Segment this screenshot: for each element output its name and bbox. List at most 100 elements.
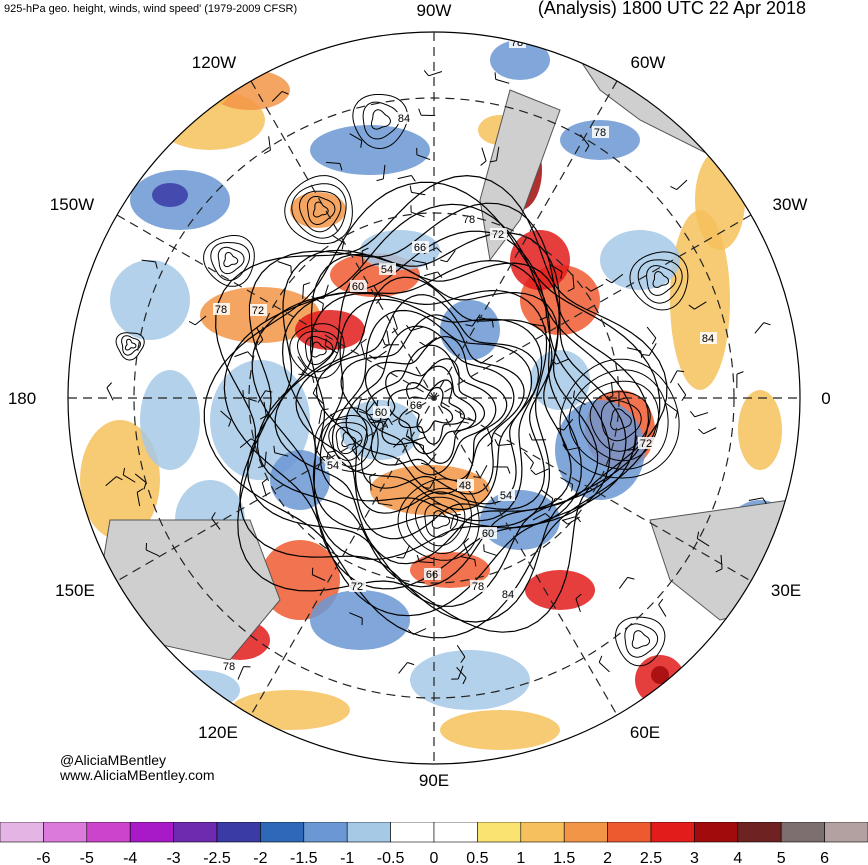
wind-barb — [324, 338, 338, 354]
anomaly-blob — [152, 183, 188, 207]
colorbar-tick-label: 2 — [603, 850, 612, 865]
wind-barb — [420, 453, 437, 466]
wind-barb — [358, 402, 375, 414]
height-contour — [381, 358, 486, 464]
wind-barb — [398, 662, 415, 674]
wind-barb — [361, 247, 369, 266]
contour-label: 84 — [502, 589, 514, 601]
anomaly-blob — [80, 420, 160, 540]
height-contour — [281, 259, 583, 561]
wind-barb — [642, 343, 657, 357]
contour-label: 84 — [702, 333, 714, 345]
wind-barb — [242, 390, 257, 402]
wind-barb — [369, 472, 377, 491]
credit-website: www.AliciaMBentley.com — [60, 767, 215, 783]
colorbar-box — [303, 822, 348, 843]
wind-barb — [134, 473, 147, 490]
colorbar-tick-label: -3 — [166, 850, 180, 865]
wind-barb — [530, 323, 547, 334]
wind-barb — [456, 667, 467, 685]
anomaly-blob — [230, 690, 350, 730]
anomaly-blob — [525, 570, 595, 610]
colorbar-tick-label: 2.5 — [640, 850, 662, 865]
wind-barbs — [105, 70, 771, 685]
meridian-line — [116, 214, 752, 582]
wind-barb — [234, 351, 253, 358]
height-contour — [217, 246, 245, 275]
colorbar-tick-label: -0.5 — [377, 850, 405, 865]
wind-barb — [585, 284, 604, 292]
colorbar-box — [607, 822, 652, 843]
contour-label: 72 — [640, 438, 652, 450]
height-contour — [431, 510, 450, 529]
height-contour — [415, 496, 466, 547]
anomaly-blob — [310, 125, 430, 175]
anomaly-blob — [738, 390, 782, 470]
height-contour — [239, 202, 650, 623]
contour-label: 54 — [381, 264, 393, 276]
colorbar-tick-label: -1 — [340, 850, 354, 865]
colorbar-box — [433, 822, 478, 843]
wind-barb — [605, 273, 624, 284]
colorbar-box — [694, 822, 739, 843]
colorbar-box — [563, 822, 608, 843]
wind-barb — [271, 90, 289, 102]
height-contour — [578, 380, 660, 462]
wind-barb — [297, 356, 307, 375]
wind-barb — [409, 185, 426, 196]
wind-barb — [349, 133, 363, 148]
wind-barb — [396, 545, 411, 559]
contour-label: 54 — [500, 490, 512, 502]
wind-barb — [312, 386, 324, 404]
colorbar-box — [346, 822, 391, 843]
anomaly-blob — [410, 650, 530, 710]
height-contour — [398, 379, 466, 445]
height-contour — [340, 314, 525, 495]
colorbar-box — [780, 822, 825, 843]
contour-label: 60 — [482, 528, 494, 540]
wind-barb — [736, 371, 744, 389]
colorbar-tick-labels: -6 -5 -4 -3 -2.5 -2 -1.5 -1 -0.5 0 0.5 1 1.5 2 2.5 3 4 5 6 — [36, 850, 829, 865]
wind-barb — [407, 628, 427, 635]
wind-barb — [374, 418, 393, 426]
wind-barb — [465, 314, 481, 327]
wind-barb — [669, 370, 685, 384]
colorbar-tick-label: 0.5 — [466, 850, 488, 865]
height-contour — [335, 426, 363, 455]
credit-twitter: @AliciaMBentley — [60, 752, 167, 768]
colorbar-tick-label: -6 — [36, 850, 50, 865]
meridian-lines — [68, 32, 800, 764]
wind-barb — [463, 538, 470, 557]
colorbar: -6 -5 -4 -3 -2.5 -2 -1.5 -1 -0.5 0 0.5 1 1.5 2 2.5 3 4 5 6 — [0, 822, 868, 865]
colorbar-box — [824, 822, 868, 843]
wind-barb — [302, 282, 311, 299]
wind-barb — [273, 445, 289, 457]
contour-label: 66 — [410, 400, 422, 412]
height-contour — [289, 323, 345, 379]
wind-barb — [494, 72, 510, 84]
contour-label: 78 — [215, 304, 227, 316]
height-contour — [615, 616, 666, 667]
anomaly-blob — [210, 70, 290, 110]
colorbar-tick-label: 3 — [690, 850, 699, 865]
wind-barb — [259, 401, 267, 420]
colorbar-boxes — [0, 822, 868, 843]
height-contour — [652, 271, 670, 288]
contour-label: 72 — [252, 305, 264, 317]
wind-barb — [626, 347, 643, 358]
height-contour — [370, 109, 391, 130]
wind-barb — [261, 478, 269, 497]
wind-barb — [256, 327, 264, 346]
wind-barb — [188, 315, 207, 326]
wind-barb — [670, 179, 688, 191]
colorbar-box — [86, 822, 131, 843]
wind-barb — [557, 418, 574, 431]
contour-labels: 84 78 78 66 54 60 72 78 72 84 60 66 54 48 54 60 72 66 78 84… — [213, 36, 717, 673]
wind-barb — [646, 326, 657, 345]
wind-barb — [397, 175, 416, 182]
wind-barb — [360, 338, 367, 357]
height-contour — [424, 503, 459, 538]
wind-barb — [376, 496, 393, 506]
height-contour — [405, 487, 473, 554]
wind-barb — [318, 408, 329, 424]
